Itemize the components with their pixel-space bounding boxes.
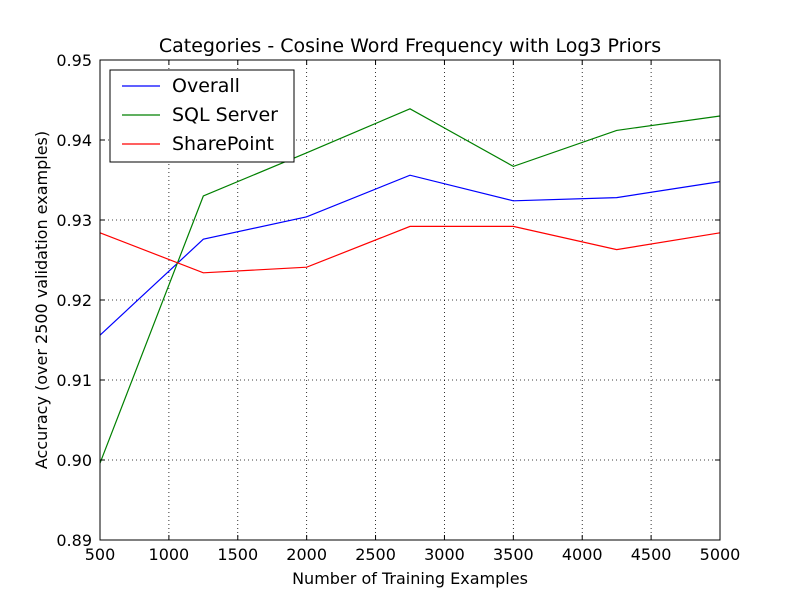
x-tick-label: 4500 (631, 545, 672, 564)
y-tick-labels: 0.89 0.90 0.91 0.92 0.93 0.94 0.95 (56, 51, 92, 550)
legend-label-sql-server: SQL Server (172, 104, 278, 126)
y-tick-label: 0.93 (56, 211, 92, 230)
chart-title: Categories - Cosine Word Frequency with … (159, 35, 661, 57)
y-tick-label: 0.92 (56, 291, 92, 310)
y-tick-label: 0.94 (56, 131, 92, 150)
series-line-overall (99, 174, 721, 336)
x-tick-label: 5000 (700, 545, 741, 564)
grid-lines (100, 60, 720, 540)
x-tick-label: 4000 (562, 545, 603, 564)
x-tick-label: 2500 (355, 545, 396, 564)
x-tick-label: 1500 (217, 545, 258, 564)
x-tick-label: 500 (85, 545, 116, 564)
y-tick-label: 0.89 (56, 531, 92, 550)
series-line-sql-server (99, 108, 721, 464)
legend: Overall SQL Server SharePoint (109, 69, 295, 163)
axis-ticks (99, 59, 721, 541)
series-lines (99, 108, 721, 464)
x-tick-label: 1000 (149, 545, 190, 564)
x-tick-label: 2000 (286, 545, 327, 564)
legend-label-sharepoint: SharePoint (172, 133, 274, 155)
y-tick-label: 0.91 (56, 371, 92, 390)
y-tick-label: 0.95 (56, 51, 92, 70)
x-axis-label: Number of Training Examples (292, 569, 528, 588)
legend-box (109, 69, 295, 163)
legend-label-overall: Overall (172, 75, 240, 97)
x-tick-label: 3000 (424, 545, 465, 564)
series-line-sharepoint (99, 225, 721, 274)
x-tick-label: 3500 (493, 545, 534, 564)
x-tick-labels: 500 1000 1500 2000 2500 3000 3500 4000 4500 5000 (85, 545, 741, 564)
y-tick-label: 0.90 (56, 451, 92, 470)
y-axis-label: Accuracy (over 2500 validation examples) (32, 131, 51, 469)
